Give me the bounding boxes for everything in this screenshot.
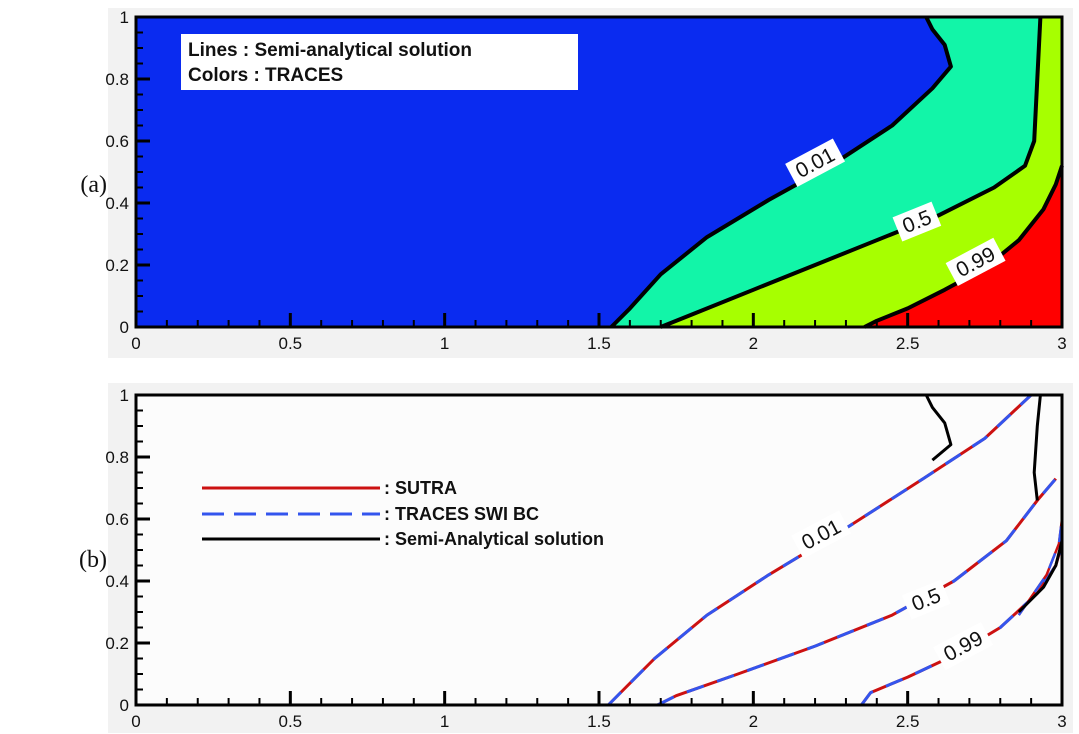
x-tick-label: 1.5 [587,334,611,353]
x-tick-label: 0 [131,712,140,731]
y-tick-label: 0.4 [105,572,129,591]
y-tick-label: 0.6 [105,132,129,151]
y-tick-label: 1 [120,8,129,27]
traces-line-0.01 [607,393,1033,707]
contour-label-bg [892,201,942,242]
traces-line-upper-0.99 [1017,518,1064,616]
y-tick-label: 0.2 [105,256,129,275]
contour-line-0.5 [659,16,1043,329]
x-tick-label: 1 [440,712,449,731]
x-tick-label: 1.5 [587,712,611,731]
y-tick-label: 0.8 [105,70,129,89]
panel-a-axes: 0 0.5 1 1.5 2 2.5 3 0 0.2 0.4 0.6 0.8 1 [105,8,1066,353]
x-tick-label: 0 [131,334,140,353]
legend-traces-label: : TRACES SWI BC [384,504,539,524]
panel-b: 0.010.50.99 0 0.5 1 1.5 2 2.5 300.20.40.60.81 … [79,383,1073,733]
x-tick-label: 0.5 [279,334,303,353]
contour-line-0.01 [609,16,953,329]
panel-b-label: (b) [79,547,107,573]
contour-label-bg [945,237,1006,287]
x-tick-label: 1 [440,334,449,353]
contour-label-bg [785,138,846,187]
traces-line-0.5 [656,477,1057,707]
y-tick-label: 0 [120,696,129,715]
x-tick-label: 2 [749,334,758,353]
x-tick-label: 2.5 [896,712,920,731]
panel-a: 0.010.50.99 0 0.5 1 1.5 2 2.5 300.20.40.60.81 … [80,8,1073,358]
analytic-line-0.01 [924,394,953,462]
panel-b-axes: 0 0.5 1 1.5 2 2.5 3 0 0.2 0.4 0.6 0.8 1 [105,386,1066,731]
y-tick-label: 0.4 [105,194,129,213]
legend-box [181,34,578,90]
analytic-line-0.99 [1017,540,1064,614]
panel-a-legend: Lines : Semi-analytical solution Colors … [181,34,578,90]
y-tick-label: 0.8 [105,448,129,467]
region-05-to-099 [660,17,1062,327]
y-tick-label: 0 [120,318,129,337]
panel-b-legend: : SUTRA : TRACES SWI BC : Semi-Analytica… [202,478,604,549]
panel-a-label: (a) [80,172,107,198]
contour-label-bg [791,510,852,559]
legend-sutra-label: : SUTRA [384,478,457,498]
y-tick-label: 0.2 [105,634,129,653]
x-tick-label: 0.5 [279,712,303,731]
legend-line-1: Lines : Semi-analytical solution [188,40,472,61]
y-tick-label: 0.6 [105,510,129,529]
analytic-line-0.5 [1032,394,1042,501]
y-tick-label: 1 [120,386,129,405]
region-above-099 [864,165,1062,327]
contour-label-bg [933,621,994,671]
panel-b-lines [607,393,1064,707]
x-tick-label: 3 [1057,712,1066,731]
contour-label-bg [901,579,951,620]
x-tick-label: 2.5 [896,334,920,353]
x-tick-label: 2 [749,712,758,731]
legend-analytic-label: : Semi-Analytical solution [384,529,604,549]
x-tick-label: 3 [1057,334,1066,353]
panel-b-plot-area [136,395,1062,703]
legend-line-2: Colors : TRACES [188,65,343,86]
